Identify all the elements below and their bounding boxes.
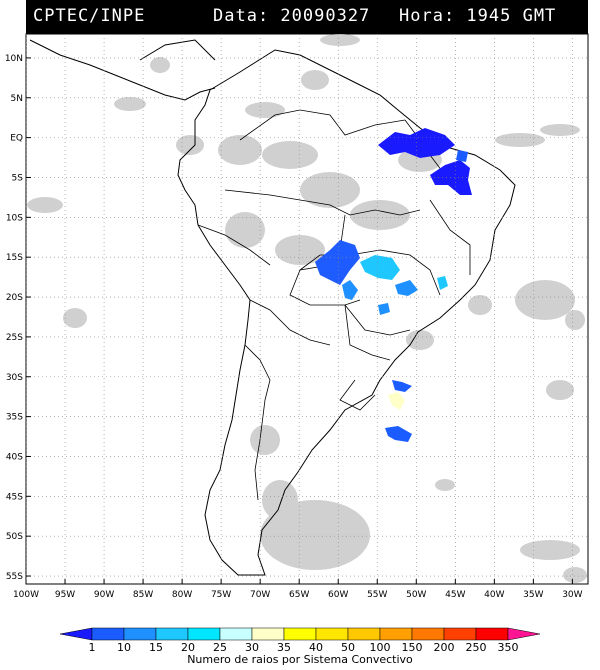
lon-tick-label: 100W bbox=[13, 590, 39, 600]
colorbar-segment bbox=[219, 627, 253, 641]
colorbar-segment bbox=[123, 627, 157, 641]
colorbar-label: 1 bbox=[89, 641, 96, 654]
lon-tick-label: 30W bbox=[562, 590, 582, 600]
colorbar-segment bbox=[283, 627, 317, 641]
colorbar-segment bbox=[443, 627, 477, 641]
colorbar-label: 15 bbox=[149, 641, 163, 654]
colorbar-label: 20 bbox=[181, 641, 195, 654]
lon-tick-label: 70W bbox=[250, 590, 270, 600]
colorbar-label: 200 bbox=[434, 641, 455, 654]
latitude-labels: 10N 5N EQ 5S 10S 15S 20S 25S 30S 35S 40S 45S 50S 55S bbox=[5, 54, 31, 582]
lat-lon-grid bbox=[26, 34, 588, 584]
colorbar: 1 10 15 20 25 30 35 40 50 100 150 200 250 350 bbox=[59, 627, 541, 654]
cloud-cover bbox=[27, 34, 587, 583]
colorbar-segment bbox=[315, 627, 349, 641]
map-content bbox=[26, 34, 588, 584]
colorbar-title: Numero de raios por Sistema Convectivo bbox=[187, 653, 413, 666]
colorbar-segment bbox=[379, 627, 413, 641]
lon-tick-label: 95W bbox=[55, 590, 75, 600]
country-borders bbox=[197, 109, 471, 501]
colorbar-arrow-low bbox=[59, 627, 93, 641]
lon-tick-label: 35W bbox=[523, 590, 543, 600]
colorbar-segment bbox=[475, 627, 509, 641]
lat-tick-label: 5N bbox=[11, 94, 23, 104]
lon-tick-label: 80W bbox=[172, 590, 192, 600]
colorbar-segment bbox=[155, 627, 189, 641]
colorbar-segment bbox=[411, 627, 445, 641]
colorbar-segment bbox=[347, 627, 381, 641]
colorbar-label: 30 bbox=[245, 641, 259, 654]
lon-tick-label: 75W bbox=[211, 590, 231, 600]
lat-tick-label: 5S bbox=[12, 173, 24, 183]
central-america-coastline bbox=[29, 39, 216, 101]
colorbar-label: 250 bbox=[466, 641, 487, 654]
lat-tick-label: EQ bbox=[10, 134, 23, 144]
lat-tick-label: 10S bbox=[6, 213, 23, 223]
lat-tick-label: 35S bbox=[6, 413, 23, 423]
header-time: Hora: 1945 GMT bbox=[399, 6, 557, 26]
lat-tick-label: 25S bbox=[6, 333, 23, 343]
longitude-labels: 100W 95W 90W 85W 80W 75W 70W 65W 60W 55W 50W 45W 40W… bbox=[13, 579, 583, 600]
lon-tick-label: 85W bbox=[133, 590, 153, 600]
colorbar-label: 10 bbox=[117, 641, 131, 654]
header-date: Data: 20090327 bbox=[213, 6, 371, 26]
lat-tick-label: 20S bbox=[6, 293, 23, 303]
colorbar-label: 100 bbox=[370, 641, 391, 654]
colorbar-label: 150 bbox=[402, 641, 423, 654]
map-frame bbox=[25, 33, 589, 585]
colorbar-label: 350 bbox=[498, 641, 519, 654]
lon-tick-label: 90W bbox=[94, 590, 114, 600]
lat-tick-label: 15S bbox=[6, 253, 23, 263]
lat-tick-label: 30S bbox=[6, 373, 23, 383]
lat-tick-label: 10N bbox=[5, 54, 23, 64]
lat-tick-label: 45S bbox=[6, 492, 23, 502]
colorbar-label: 50 bbox=[341, 641, 355, 654]
lon-tick-label: 65W bbox=[289, 590, 309, 600]
lon-tick-label: 40W bbox=[484, 590, 504, 600]
lon-tick-label: 60W bbox=[328, 590, 348, 600]
colorbar-label: 40 bbox=[309, 641, 323, 654]
colorbar-label: 25 bbox=[213, 641, 227, 654]
lat-tick-label: 55S bbox=[6, 572, 23, 582]
header-source: CPTEC/INPE bbox=[33, 6, 146, 26]
lon-tick-label: 50W bbox=[406, 590, 426, 600]
colorbar-label: 35 bbox=[277, 641, 291, 654]
lon-tick-label: 45W bbox=[445, 590, 465, 600]
colorbar-segment bbox=[187, 627, 221, 641]
colorbar-arrow-high bbox=[507, 627, 541, 641]
lat-tick-label: 40S bbox=[6, 452, 23, 462]
colorbar-segment bbox=[251, 627, 285, 641]
lon-tick-label: 55W bbox=[367, 590, 387, 600]
map-header: CPTEC/INPE Data: 20090327 Hora: 1945 GMT bbox=[26, 0, 588, 34]
lat-tick-label: 50S bbox=[6, 532, 23, 542]
colorbar-segment bbox=[91, 627, 125, 641]
